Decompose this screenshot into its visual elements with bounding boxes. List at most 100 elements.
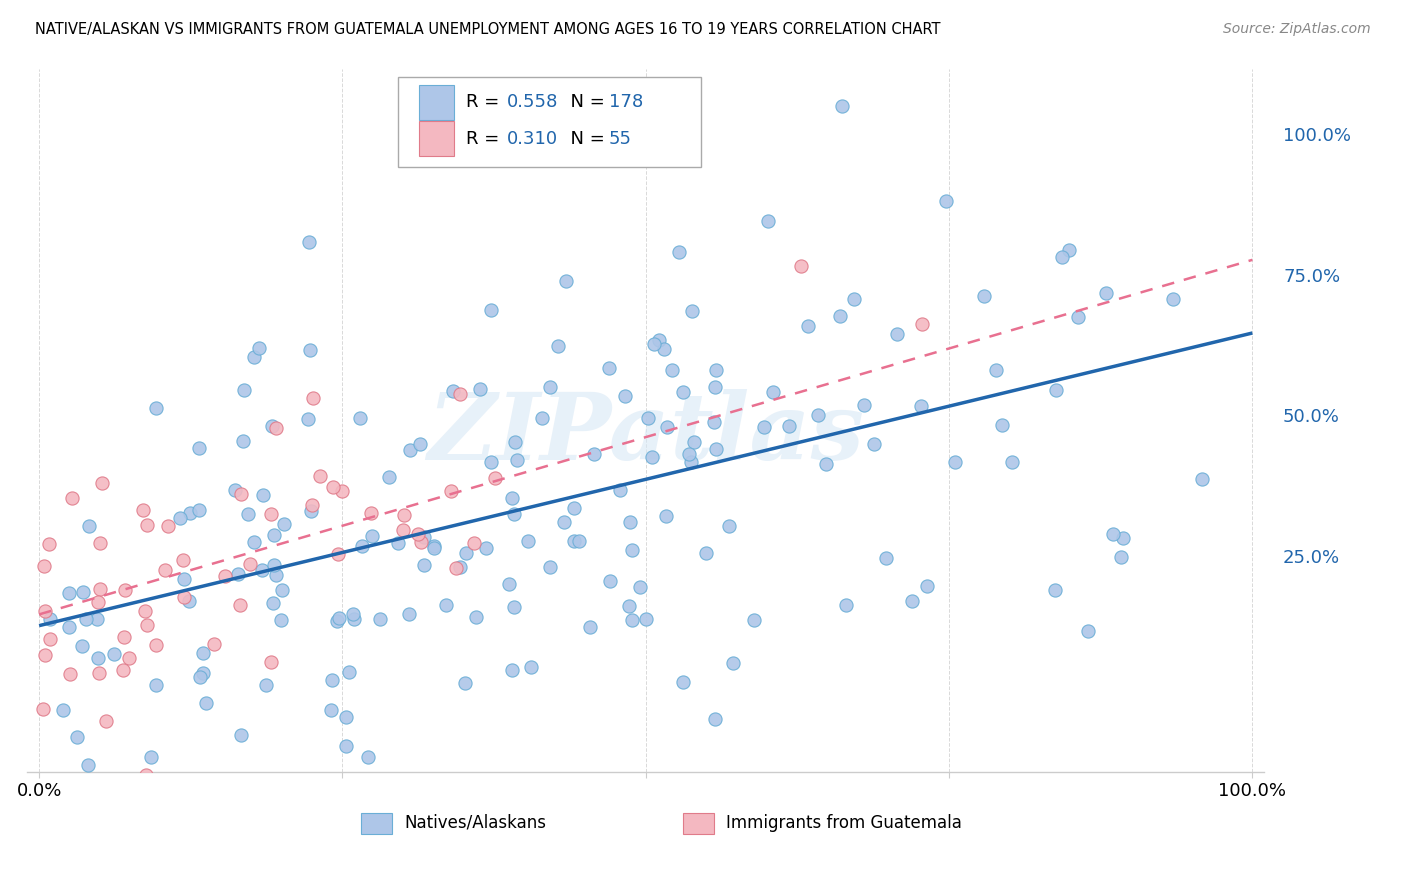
Point (135, 768, 157, 782)
Point (118, 651, 141, 665)
Point (343, 612, 366, 626)
Text: R =: R = (467, 94, 505, 112)
Point (910, 399, 932, 413)
Text: 50.0%: 50.0% (1284, 409, 1340, 426)
Point (640, 450, 662, 464)
Point (915, 579, 938, 593)
Point (236, 508, 259, 522)
Point (39, 632, 62, 646)
Point (349, 410, 371, 425)
Point (464, 609, 486, 624)
Point (139, 750, 162, 764)
Point (260, 656, 283, 670)
Point (1094, 286, 1116, 301)
Text: 55: 55 (609, 130, 631, 148)
Point (86, 612, 108, 626)
Point (301, 498, 323, 512)
Point (145, 401, 167, 416)
Text: ZIPatlas: ZIPatlas (427, 389, 865, 479)
Point (232, 434, 254, 448)
Point (326, 615, 349, 629)
Point (254, 678, 277, 692)
Point (409, 437, 432, 451)
Point (643, 336, 665, 351)
Point (423, 541, 446, 556)
Point (440, 484, 463, 499)
Point (863, 437, 886, 451)
Point (1045, 383, 1067, 397)
Point (456, 546, 478, 560)
Point (479, 455, 502, 469)
Point (648, 333, 671, 347)
Point (1057, 243, 1080, 257)
Point (322, 480, 344, 494)
Text: 0.558: 0.558 (508, 94, 558, 112)
Point (564, 501, 586, 516)
Point (173, 590, 195, 604)
Point (77, 758, 100, 772)
Point (409, 535, 432, 549)
Point (60, 491, 83, 505)
Point (1109, 550, 1132, 565)
Point (1112, 532, 1135, 546)
Point (271, 582, 294, 597)
Point (297, 411, 319, 425)
FancyBboxPatch shape (683, 813, 714, 834)
Text: Immigrants from Guatemala: Immigrants from Guatemala (727, 814, 962, 831)
Point (229, 486, 252, 500)
Point (191, 647, 214, 661)
Point (32, 558, 55, 573)
Point (250, 563, 273, 577)
Point (214, 780, 236, 794)
Point (52, 703, 75, 717)
Point (70, 639, 93, 653)
Point (169, 511, 191, 525)
Point (463, 536, 485, 550)
Point (678, 447, 700, 461)
Point (392, 523, 415, 537)
Point (337, 665, 360, 679)
Point (991, 417, 1014, 432)
Point (114, 583, 136, 598)
Point (654, 343, 676, 357)
Point (683, 434, 706, 449)
Point (157, 519, 180, 533)
Point (77, 519, 100, 533)
Point (444, 783, 467, 797)
Point (188, 670, 211, 684)
Point (243, 350, 266, 364)
Point (752, 419, 775, 434)
Point (299, 343, 322, 358)
Point (655, 508, 678, 523)
Point (398, 607, 420, 621)
FancyBboxPatch shape (419, 121, 454, 156)
Point (835, 599, 858, 613)
Text: N =: N = (560, 130, 610, 148)
Point (621, 543, 644, 558)
Point (778, 419, 800, 434)
Point (721, 657, 744, 671)
Point (714, 787, 737, 801)
Point (360, 506, 382, 520)
Text: 25.0%: 25.0% (1284, 549, 1340, 567)
FancyBboxPatch shape (419, 85, 454, 120)
Text: Natives/Alaskans: Natives/Alaskans (405, 814, 547, 831)
Point (335, 739, 357, 753)
Point (229, 728, 252, 742)
Point (1000, 455, 1022, 469)
Point (831, 99, 853, 113)
Point (681, 303, 703, 318)
Point (350, 539, 373, 553)
Point (38, 537, 60, 551)
Point (599, 574, 621, 589)
Point (270, 613, 292, 627)
Text: 0.310: 0.310 (508, 130, 558, 148)
Point (134, 604, 156, 618)
Point (470, 382, 492, 396)
Point (266, 421, 288, 435)
Point (387, 536, 409, 550)
Point (34, 648, 56, 662)
Point (538, 379, 561, 393)
Point (145, 639, 167, 653)
Point (446, 561, 468, 575)
